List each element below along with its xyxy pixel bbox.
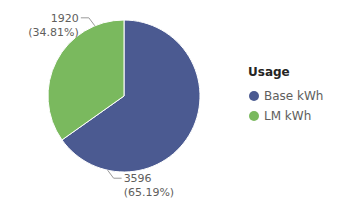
legend-title: Usage <box>248 65 290 79</box>
pie: 3596(65.19%) 1920(34.81%) <box>28 12 200 199</box>
leader-line <box>81 18 95 26</box>
legend-label: LM kWh <box>264 109 311 123</box>
legend-swatch <box>249 111 259 121</box>
legend-label: Base kWh <box>264 89 323 103</box>
data-label: 3596 <box>124 172 152 185</box>
legend-swatch <box>249 91 259 101</box>
percent-label: (34.81%) <box>28 26 79 39</box>
percent-label: (65.19%) <box>124 186 175 199</box>
leader-line <box>108 170 122 178</box>
chart: 3596(65.19%) 1920(34.81%) Usage Base kWh LM … <box>0 0 346 209</box>
legend: Usage Base kWh LM kWh <box>248 65 323 123</box>
data-label: 1920 <box>51 12 79 25</box>
